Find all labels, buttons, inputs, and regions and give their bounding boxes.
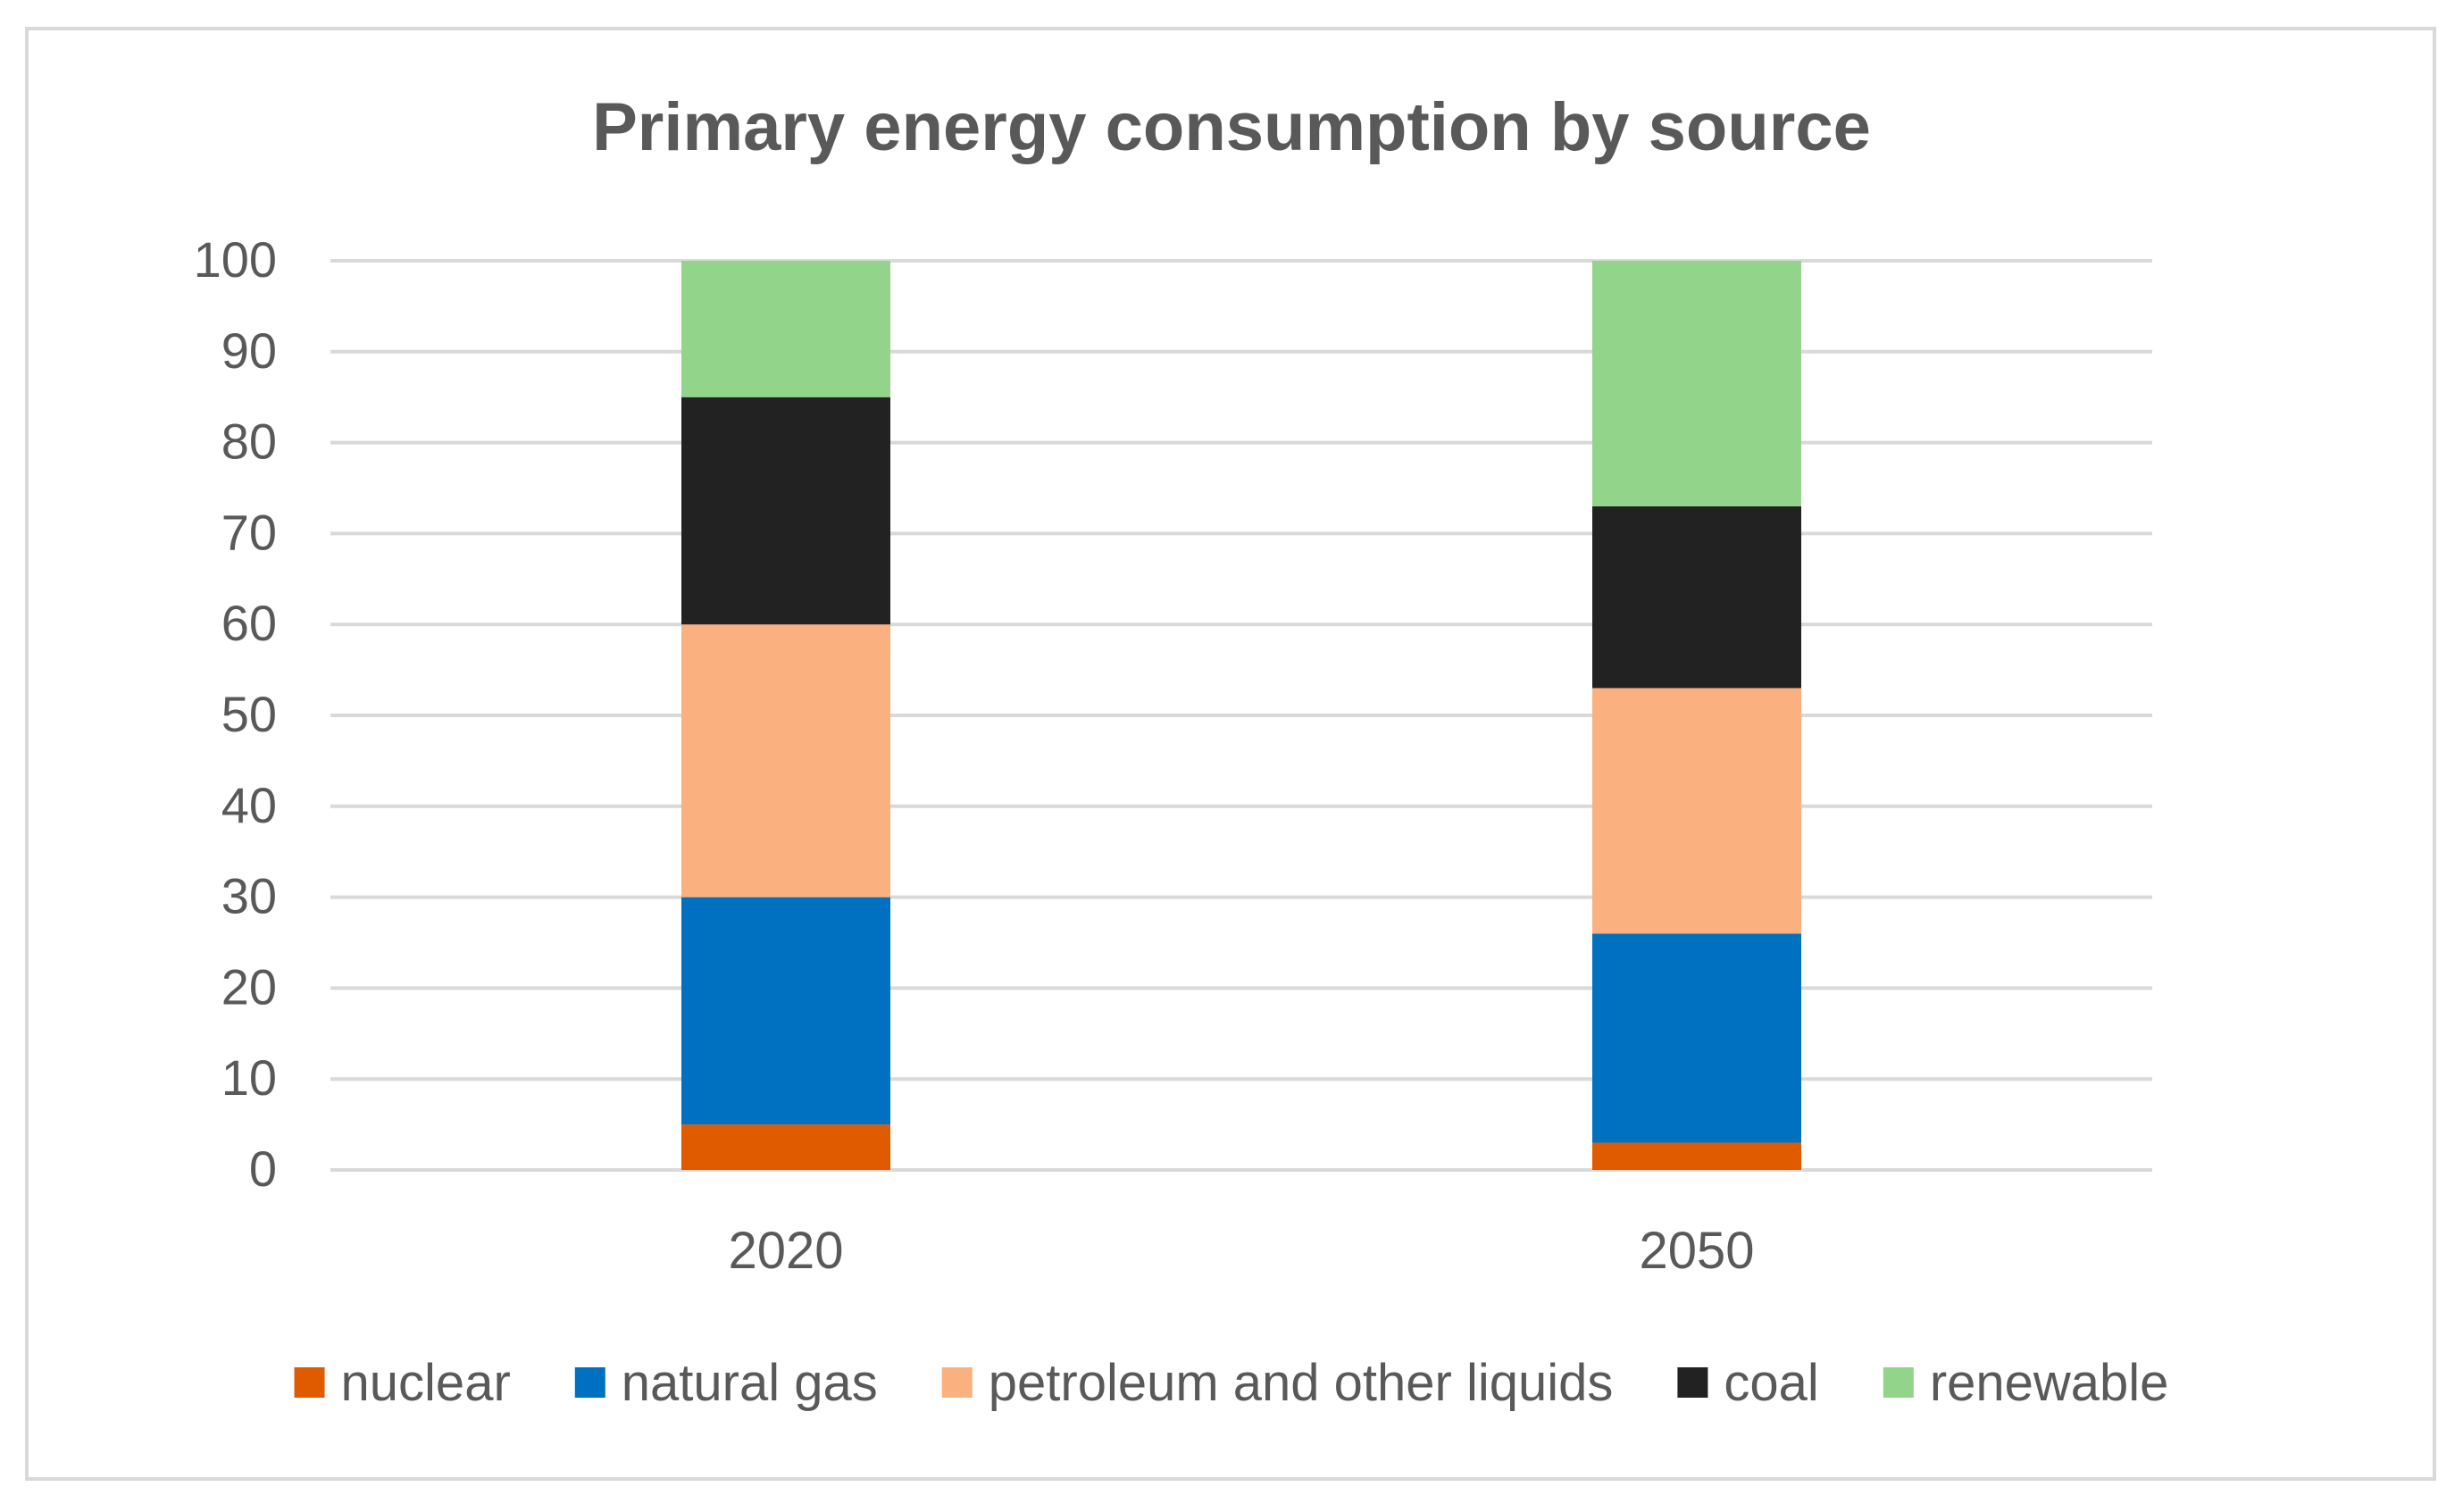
bar-coal-2050 — [1592, 505, 1801, 689]
bar-nuclear-2050 — [1592, 1142, 1801, 1170]
y-tick-label: 90 — [221, 322, 277, 379]
bar-petroleum-and-other-liquids-2050 — [1592, 688, 1801, 934]
y-tick-label: 30 — [221, 868, 277, 924]
x-axis-ticks: 2020 2050 — [728, 1222, 1754, 1280]
y-tick-label: 20 — [221, 958, 277, 1015]
y-axis-ticks: 0 10 20 30 40 50 60 70 80 90 100 — [194, 231, 277, 1197]
y-tick-label: 60 — [221, 595, 277, 651]
legend-label: nuclear — [341, 1354, 511, 1412]
bar-renewable-2050 — [1592, 261, 1801, 506]
y-tick-label: 80 — [221, 414, 277, 470]
bar-petroleum-and-other-liquids-2020 — [681, 624, 890, 898]
legend-swatch-nuclear — [294, 1367, 325, 1398]
legend-swatch-coal — [1677, 1367, 1708, 1398]
y-tick-label: 10 — [221, 1049, 277, 1106]
legend-label: renewable — [1930, 1354, 2169, 1412]
bar-coal-2020 — [681, 397, 890, 625]
x-tick-label: 2020 — [728, 1222, 843, 1280]
bar-natural-gas-2050 — [1592, 933, 1801, 1143]
chart-area — [25, 27, 2436, 1481]
legend-label: coal — [1724, 1354, 1818, 1412]
y-tick-label: 70 — [221, 504, 277, 560]
bar-renewable-2020 — [681, 261, 890, 397]
legend-swatch-petroleum-and-other-liquids — [941, 1367, 973, 1398]
x-tick-label: 2050 — [1639, 1222, 1754, 1280]
y-tick-label: 40 — [221, 777, 277, 833]
y-tick-label: 100 — [194, 231, 277, 288]
y-tick-label: 50 — [221, 686, 277, 742]
bar-natural-gas-2020 — [681, 897, 890, 1125]
bar-nuclear-2020 — [681, 1124, 890, 1170]
legend-swatch-natural-gas — [574, 1367, 605, 1398]
legend-label: natural gas — [622, 1354, 878, 1412]
legend-swatch-renewable — [1883, 1367, 1914, 1398]
gridlines — [330, 259, 2152, 1172]
legend: nuclear natural gas petroleum and other li… — [294, 1354, 2169, 1412]
legend-label: petroleum and other liquids — [989, 1354, 1614, 1412]
y-tick-label: 0 — [249, 1140, 277, 1197]
chart-title: Primary energy consumption by source — [592, 89, 1871, 165]
bars — [681, 261, 1801, 1170]
